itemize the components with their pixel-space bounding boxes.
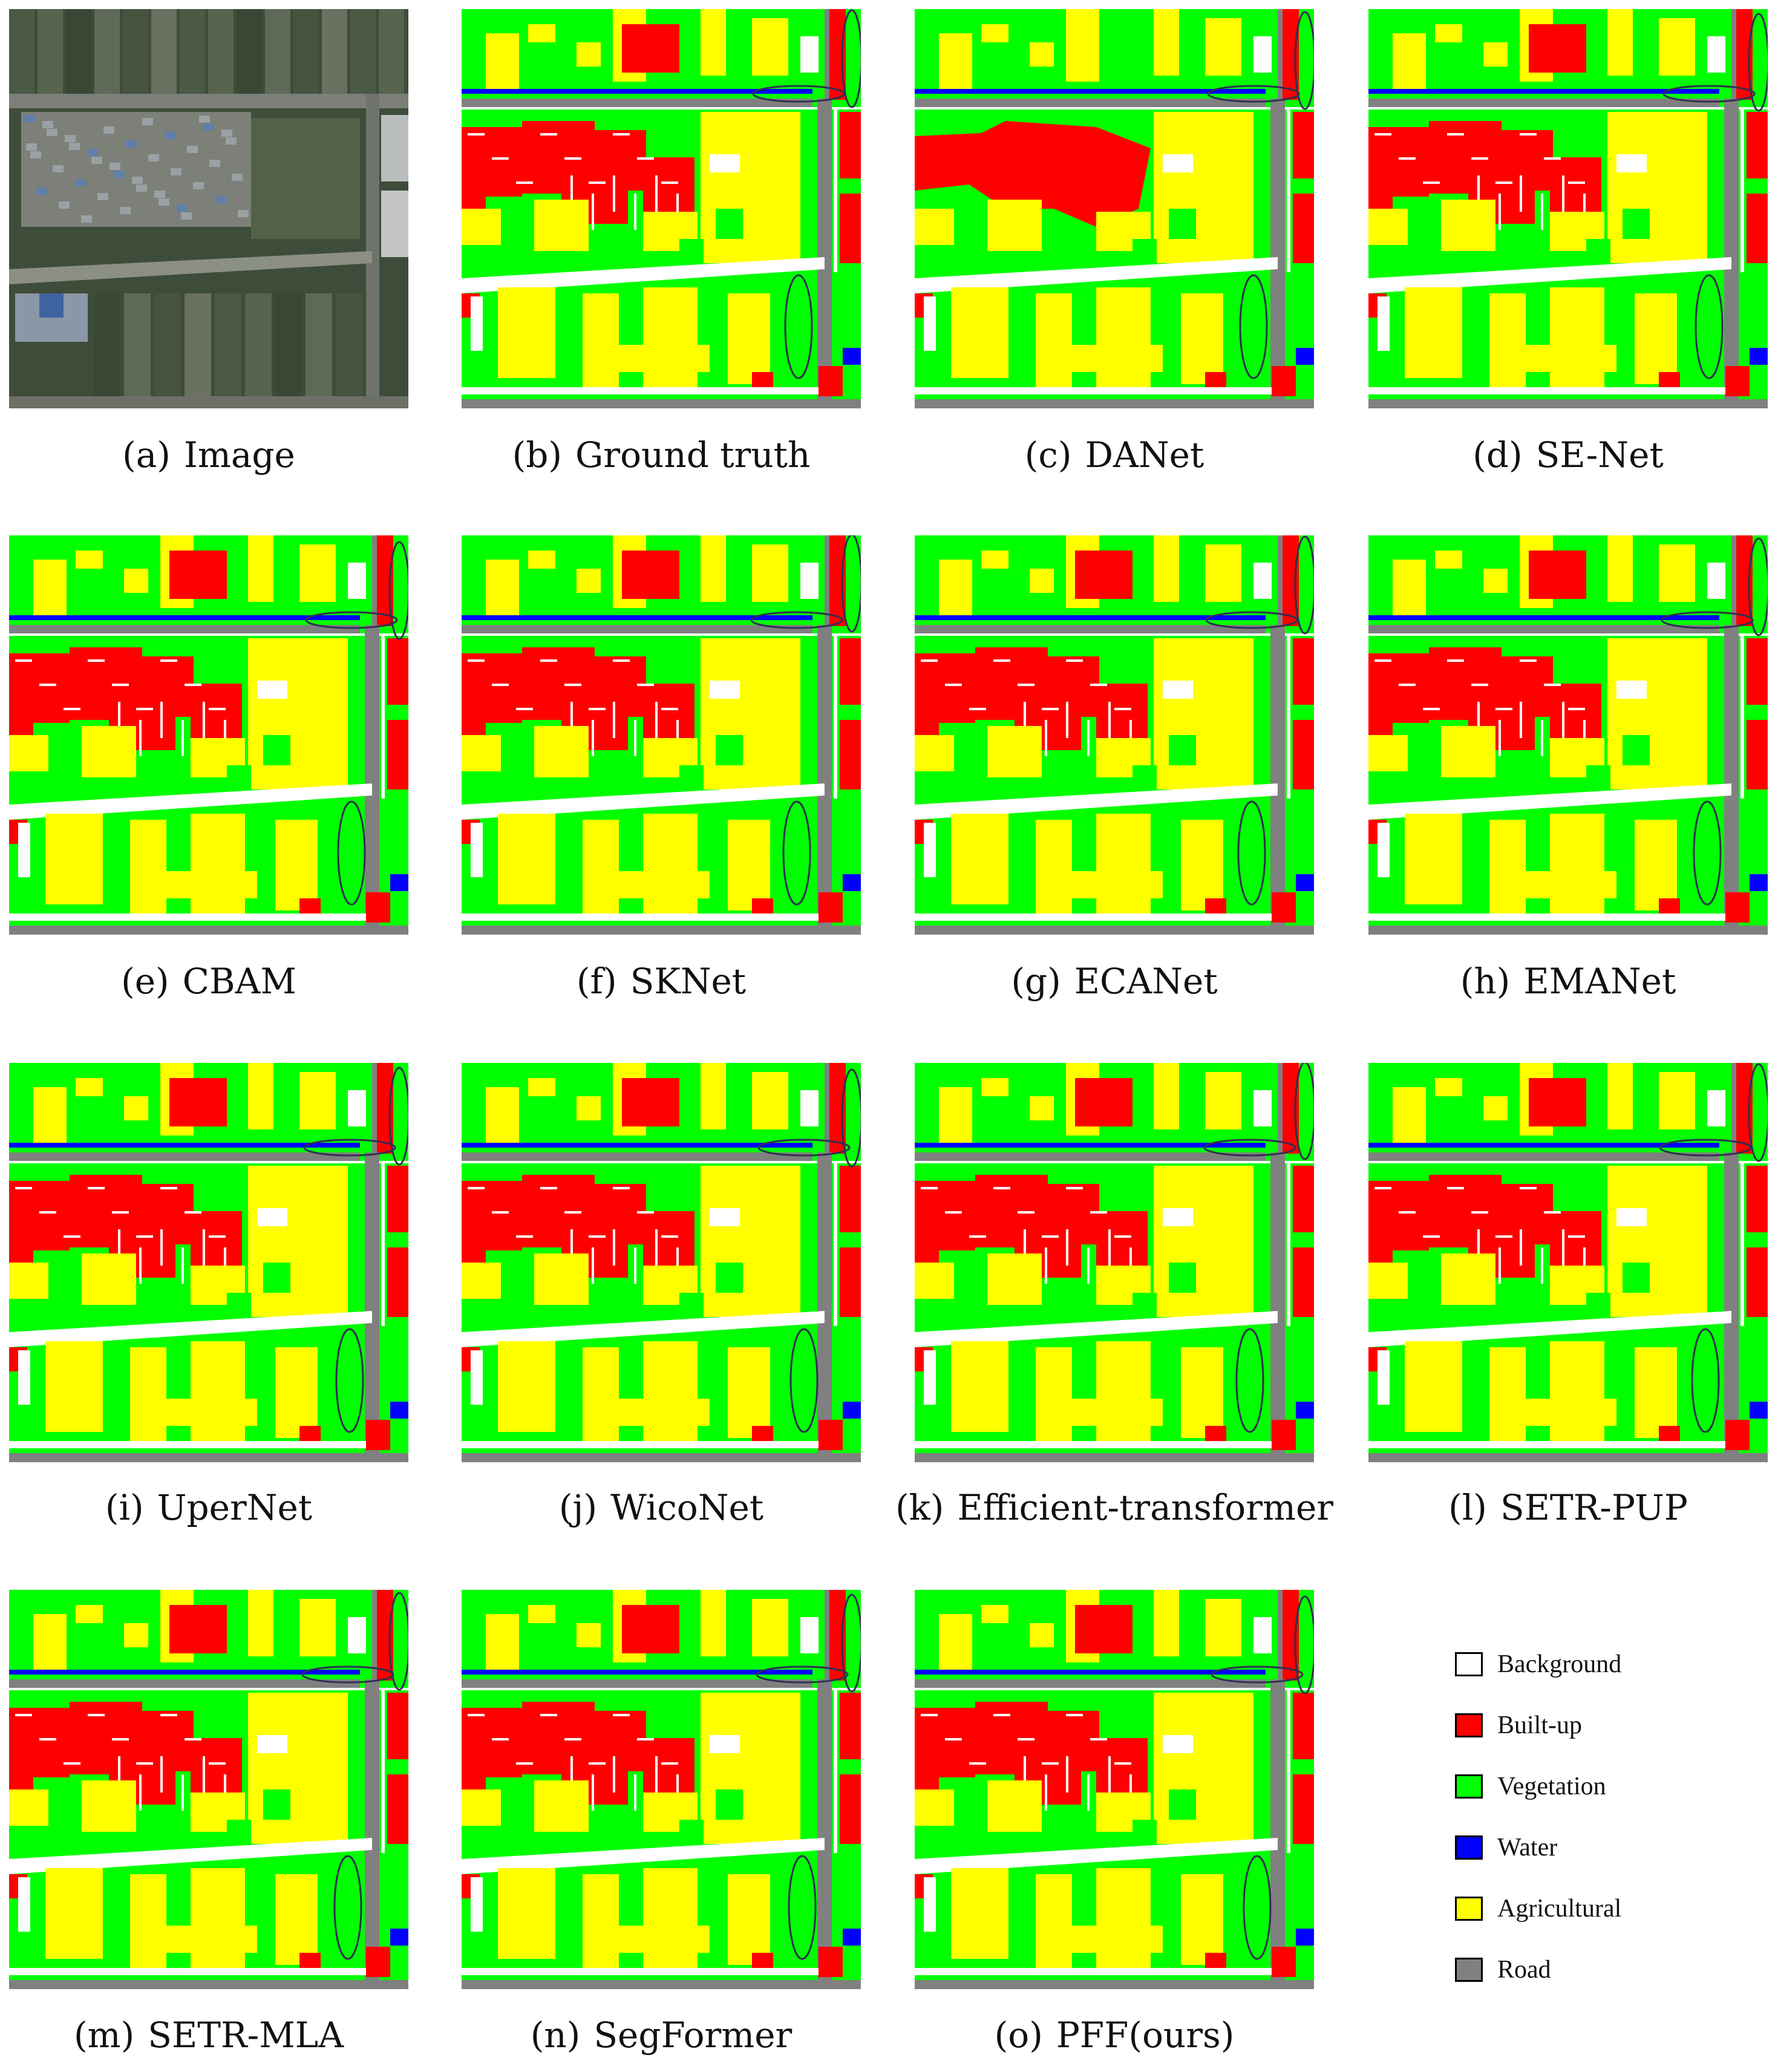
panel-b-ground-truth [462, 9, 861, 408]
caption-m: (m) SETR-MLA [73, 2015, 344, 2056]
legend-swatch-vegetation [1455, 1774, 1483, 1799]
legend-swatch-water [1455, 1835, 1483, 1860]
panel-e-cbam [9, 535, 408, 935]
caption-o: (o) PFF(ours) [994, 2015, 1235, 2056]
legend-item-built-up: Built-up [1455, 1695, 1745, 1756]
panel-h-emanet [1368, 535, 1768, 935]
caption-l: (l) SETR-PUP [1448, 1487, 1688, 1528]
panel-d-se-net [1368, 9, 1768, 408]
legend-label-road: Road [1497, 1955, 1551, 1984]
caption-h: (h) EMANet [1460, 961, 1676, 1002]
panel-g-ecanet [915, 535, 1314, 935]
legend-label-agricultural: Agricultural [1497, 1894, 1622, 1923]
caption-i: (i) UperNet [105, 1487, 313, 1528]
panel-m-setr-mla [9, 1590, 408, 1989]
panel-n-segformer [462, 1590, 861, 1989]
legend-label-vegetation: Vegetation [1497, 1772, 1606, 1800]
legend-swatch-road [1455, 1957, 1483, 1982]
legend-item-vegetation: Vegetation [1455, 1756, 1745, 1817]
legend-item-road: Road [1455, 1939, 1745, 2000]
legend-label-built-up: Built-up [1497, 1711, 1583, 1739]
panel-k-efficient-transformer [915, 1063, 1314, 1462]
legend-item-water: Water [1455, 1817, 1745, 1878]
caption-j: (j) WicoNet [558, 1487, 764, 1528]
legend: Background Built-up Vegetation Water Agr… [1455, 1633, 1745, 2000]
legend-swatch-agricultural [1455, 1896, 1483, 1921]
panel-j-wiconet [462, 1063, 861, 1462]
legend-swatch-built-up [1455, 1713, 1483, 1737]
caption-g: (g) ECANet [1011, 961, 1218, 1002]
caption-f: (f) SKNet [576, 961, 747, 1002]
caption-d: (d) SE-Net [1472, 434, 1664, 476]
panel-c-danet [915, 9, 1314, 408]
panel-f-sknet [462, 535, 861, 935]
legend-label-water: Water [1497, 1833, 1558, 1861]
caption-n: (n) SegFormer [530, 2015, 793, 2056]
legend-label-background: Background [1497, 1650, 1622, 1678]
caption-e: (e) CBAM [121, 961, 296, 1002]
legend-item-background: Background [1455, 1633, 1745, 1695]
legend-item-agricultural: Agricultural [1455, 1878, 1745, 1939]
panel-i-upernet [9, 1063, 408, 1462]
legend-swatch-background [1455, 1652, 1483, 1676]
caption-k: (k) Efficient-transformer [895, 1487, 1333, 1528]
panel-o-pff-ours [915, 1590, 1314, 1989]
panel-a-image [9, 9, 408, 408]
caption-a: (a) Image [122, 434, 295, 476]
caption-c: (c) DANet [1024, 434, 1204, 476]
caption-b: (b) Ground truth [512, 434, 811, 476]
panel-l-setr-pup [1368, 1063, 1768, 1462]
